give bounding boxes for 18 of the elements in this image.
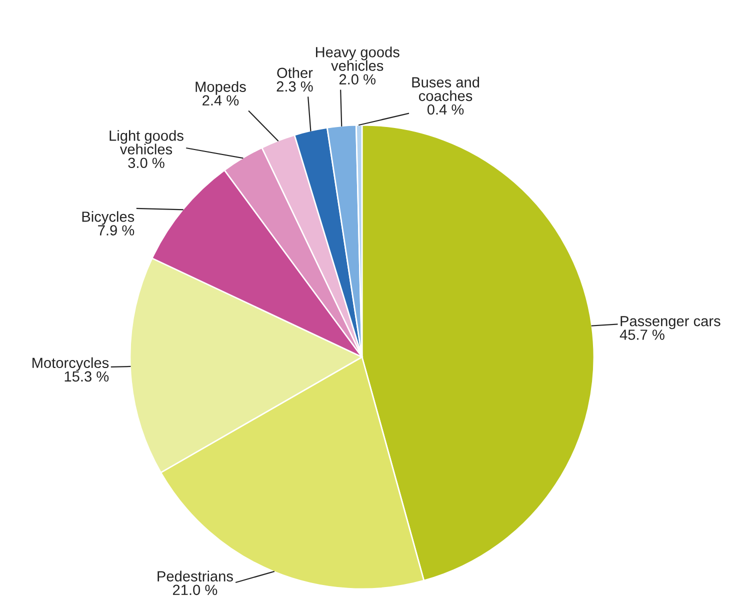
slice-label: Other [277, 67, 313, 78]
data-label: 2.0 % [339, 74, 376, 85]
data-label: 15.3 % [64, 371, 109, 382]
slice-label: Mopeds [196, 81, 246, 95]
data-label: 0.4 % [427, 104, 464, 115]
data-label: 21.0 % [172, 584, 218, 596]
data-label: 2.3 % [276, 81, 313, 92]
data-label: 3.0 % [128, 158, 164, 168]
slice-label: Heavy goods vehicles [316, 46, 400, 71]
slice-label: Motorcycles [32, 357, 109, 371]
data-label: 7.9 % [98, 225, 134, 236]
slice-label: Bicycles [82, 211, 134, 225]
data-label: 2.4 % [202, 95, 239, 106]
slice-label: Buses and coaches [412, 76, 480, 102]
slice-label: Pedestrians [158, 570, 233, 582]
slice-label: Light goods vehicles [110, 130, 184, 154]
slice-label: Passenger cars [620, 316, 720, 330]
data-label: 45.7 % [620, 330, 664, 340]
